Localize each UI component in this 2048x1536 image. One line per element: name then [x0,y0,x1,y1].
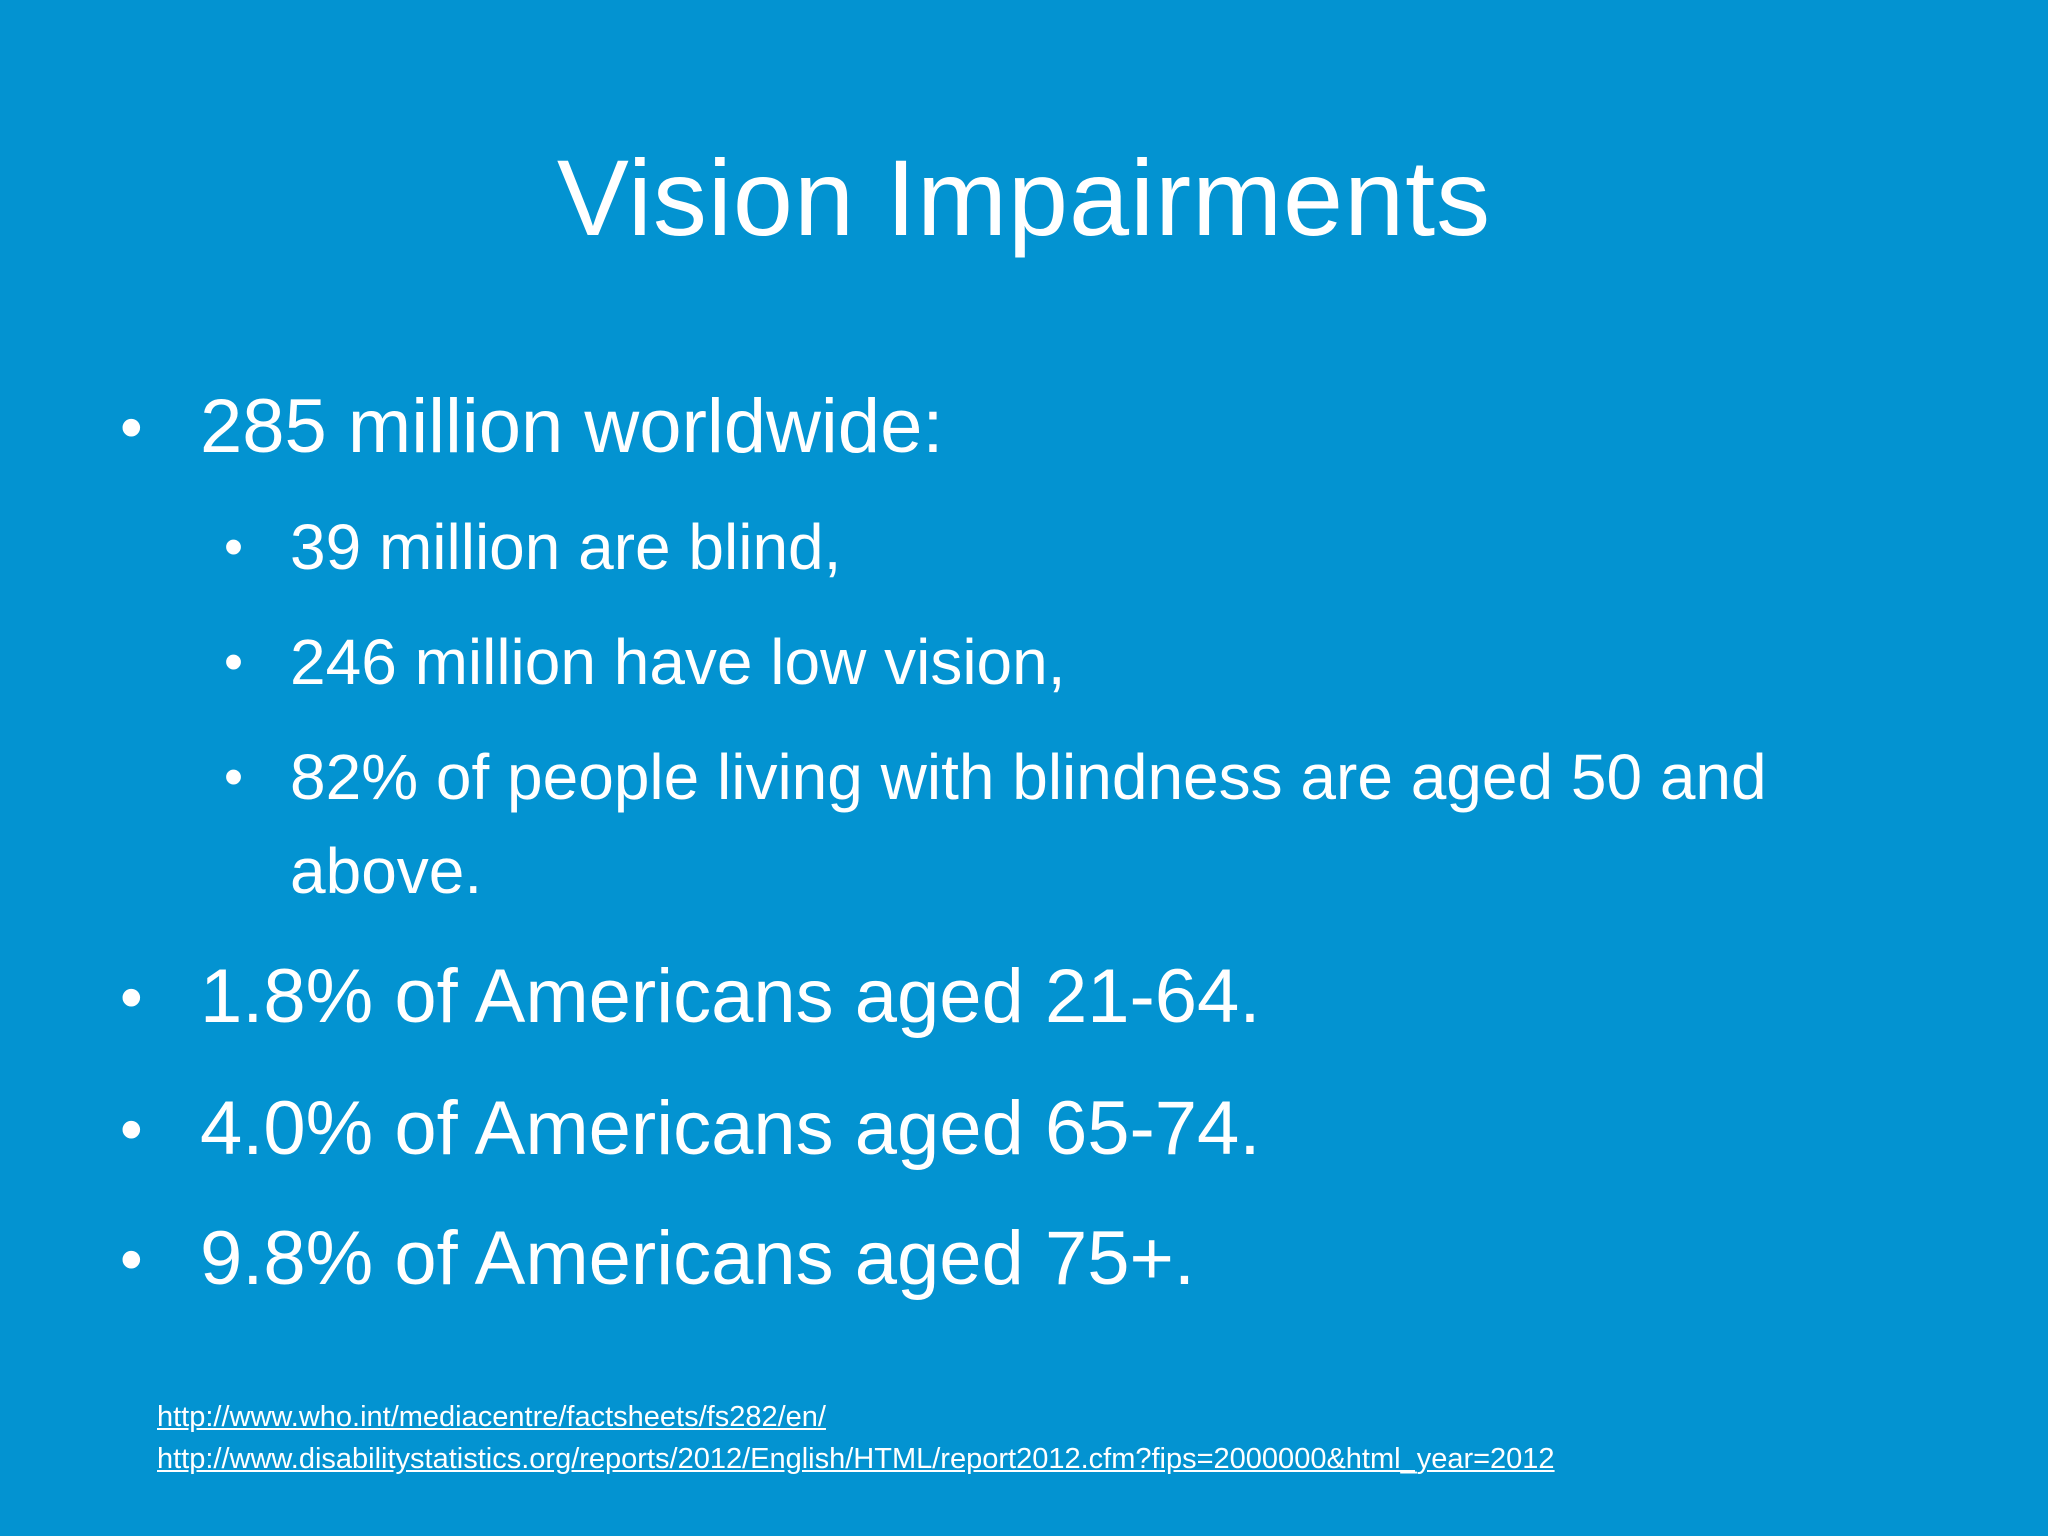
bullet-text: 4.0% of Americans aged 65-74. [200,1086,1261,1171]
sub-bullet-item: • 82% of people living with blindness ar… [224,730,1850,918]
bullet-icon: • [224,631,244,692]
bullet-icon: • [224,746,244,807]
references: http://www.who.int/mediacentre/factsheet… [157,1396,1555,1480]
bullet-text: 246 million have low vision, [290,626,1066,698]
bullet-text: 39 million are blind, [290,511,842,583]
reference-link-who[interactable]: http://www.who.int/mediacentre/factsheet… [157,1401,826,1433]
bullet-text: 285 million worldwide: [200,384,944,469]
bullet-text: 1.8% of Americans aged 21-64. [200,954,1261,1039]
sub-bullet-item: • 246 million have low vision, [224,615,1850,709]
bullet-item: • 4.0% of Americans aged 65-74. [120,1084,1261,1174]
bullet-icon: • [120,1093,143,1165]
sub-bullet-item: • 39 million are blind, [224,500,1850,594]
bullet-item: • 1.8% of Americans aged 21-64. [120,952,1261,1042]
bullet-icon: • [224,516,244,577]
bullet-icon: • [120,961,143,1033]
slide-title: Vision Impairments [556,137,1492,258]
bullet-text: 82% of people living with blindness are … [290,741,1767,907]
reference-link-disability-statistics[interactable]: http://www.disabilitystatistics.org/repo… [157,1443,1555,1475]
bullet-item: • 9.8% of Americans aged 75+. [120,1214,1195,1304]
bullet-item: • 285 million worldwide: [120,382,944,472]
bullet-icon: • [120,1223,143,1295]
bullet-icon: • [120,391,143,463]
bullet-text: 9.8% of Americans aged 75+. [200,1216,1195,1301]
